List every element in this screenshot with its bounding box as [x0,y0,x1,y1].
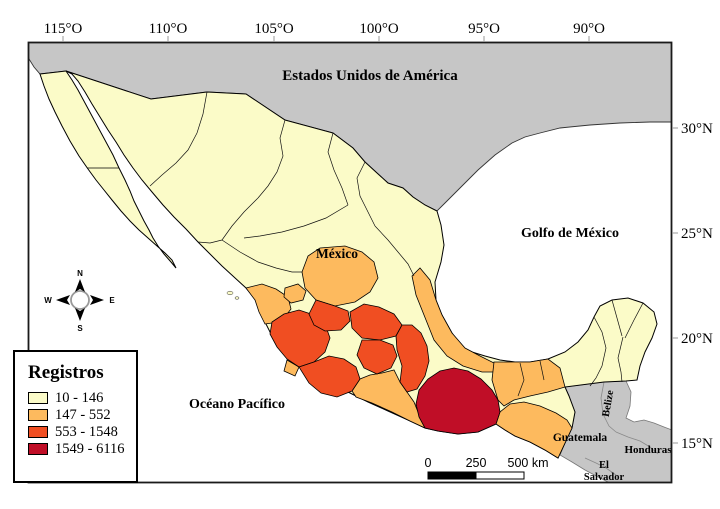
longitude-label-100w: 100°O [359,21,398,37]
label-el-salvador-line1: El [599,460,609,471]
state-boundary-line [589,316,607,387]
state-boundary-line [197,239,223,244]
label-belize: Belize [601,389,617,418]
label-mexico: México [316,246,358,261]
compass-n-label: N [77,269,83,278]
right-tick-marks [672,127,678,444]
state-guanajuato [308,299,351,332]
state-boundary-line [624,302,644,339]
state-mexico-df-morelos [356,339,398,375]
state-boundary-line [221,197,259,241]
latitude-label-15n: 15°N [681,436,713,452]
scale-label-250: 250 [466,456,487,470]
state-aguascalientes [283,283,307,304]
legend-title: Registros [28,362,104,383]
label-pacific-ocean: Océano Pacífico [189,397,285,412]
top-tick-marks [62,36,590,42]
legend-item-class4: 1549 - 6116 [28,440,136,457]
scale-bar: 0 250 500 km [425,456,549,480]
small-island [234,296,240,300]
state-boundary-line [221,239,302,273]
longitude-label-110w: 110°O [149,21,188,37]
state-boundary-line [517,362,525,397]
legend-item-class3: 553 - 1548 [28,423,136,440]
latitude-label-25n: 25°N [681,226,713,242]
latitude-label-30n: 30°N [681,121,713,137]
state-boundary-lines [149,91,644,397]
compass-s-label: S [77,324,83,333]
compass-north-pointer [75,279,85,292]
compass-rose: N S W E [44,269,115,333]
longitude-label-115w: 115°O [44,21,83,37]
scale-label-500km: 500 km [508,456,549,470]
legend-item-class1: 10 - 146 [28,389,136,406]
legend-swatch-class1 [28,392,48,404]
label-honduras: Honduras [624,444,672,456]
scale-bar-black-segment [427,471,477,480]
state-puebla [395,324,430,393]
compass-e-label: E [109,296,115,305]
compass-west-pointer [56,295,70,305]
state-boundary-line [374,225,415,277]
state-boundary-line [617,336,624,383]
border-belize-guatemala [600,381,617,433]
islas-marias [226,290,234,296]
state-boundary-line [257,119,286,199]
state-boundary-line [327,132,349,206]
state-boundary-line [356,161,376,227]
compass-south-pointer [75,308,85,321]
longitude-label-95w: 95°O [468,21,500,37]
legend-label-class2: 147 - 552 [55,406,111,423]
label-guatemala: Guatemala [553,432,608,444]
state-michoacan [298,355,361,398]
compass-east-pointer [90,295,104,305]
map-frame [27,41,673,484]
state-boundary-line [611,299,623,337]
legend-swatch-class4 [28,443,48,455]
longitude-label-105w: 105°O [254,21,293,37]
legend-label-class4: 1549 - 6116 [55,440,125,457]
label-gulf-of-mexico: Golfo de México [521,226,619,241]
compass-circle [70,290,90,310]
scale-label-0: 0 [425,456,432,470]
state-guerrero [351,369,426,429]
state-chiapas [495,401,573,459]
legend-swatch-class2 [28,409,48,421]
legend-swatch-class3 [28,426,48,438]
border-guatemala-honduras [615,431,659,455]
latitude-label-20n: 20°N [681,331,713,347]
state-boundary-line [539,360,545,381]
label-el-salvador-line2: Salvador [584,472,625,483]
scale-bar-white-segment [475,471,525,480]
legend-item-class2: 147 - 552 [28,406,136,423]
compass-w-label: W [44,296,52,305]
state-boundary-line [149,91,208,187]
state-boundary-line [243,204,349,239]
legend-label-class1: 10 - 146 [55,389,104,406]
state-baja-california [39,70,177,269]
longitude-label-90w: 90°O [573,21,605,37]
legend: Registros 10 - 146 147 - 552 553 - 1548 … [13,350,138,483]
state-oaxaca [415,367,501,435]
legend-label-class3: 553 - 1548 [55,423,118,440]
label-usa: Estados Unidos de América [282,68,458,84]
border-guatemala-el-salvador [584,457,617,476]
